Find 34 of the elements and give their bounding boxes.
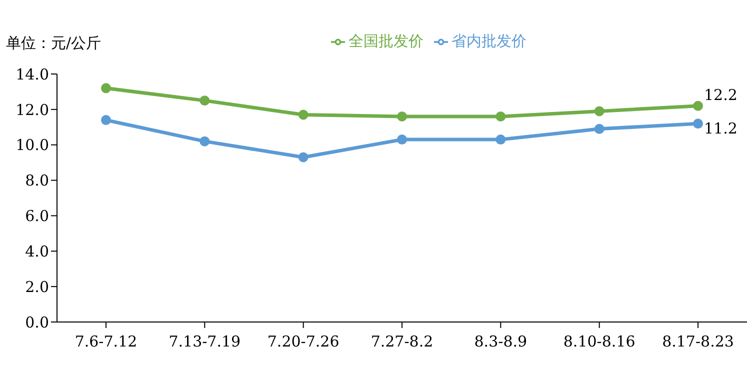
legend-label: 全国批发价 bbox=[348, 32, 424, 50]
x-tick-label: 7.13-7.19 bbox=[168, 332, 241, 351]
y-tick-label: 6.0 bbox=[25, 207, 49, 226]
data-label: 12.2 bbox=[704, 86, 738, 104]
x-tick-label: 8.10-8.16 bbox=[563, 332, 636, 351]
y-tick-label: 12.0 bbox=[16, 100, 49, 119]
y-tick-label: 8.0 bbox=[25, 172, 49, 190]
x-tick-label: 7.6-7.12 bbox=[74, 332, 138, 351]
point bbox=[298, 152, 308, 162]
point bbox=[693, 100, 703, 111]
point bbox=[101, 83, 111, 94]
data-label: 11.2 bbox=[704, 119, 738, 138]
point bbox=[693, 118, 703, 129]
point bbox=[496, 112, 506, 122]
y-tick-label: 10.0 bbox=[16, 136, 49, 154]
y-tick-label: 4.0 bbox=[25, 242, 49, 260]
point bbox=[594, 124, 604, 134]
x-tick-label: 7.20-7.26 bbox=[267, 332, 340, 351]
point bbox=[496, 134, 506, 145]
point bbox=[397, 134, 407, 145]
y-tick-label: 2.0 bbox=[25, 278, 49, 296]
point bbox=[101, 115, 111, 126]
y-axis-title: 单位：元/公斤 bbox=[6, 34, 102, 53]
point bbox=[200, 136, 210, 146]
legend-label: 省内批发价 bbox=[452, 32, 526, 50]
point bbox=[397, 112, 407, 122]
y-tick-label: 0.0 bbox=[25, 313, 49, 332]
x-tick-label: 8.17-8.23 bbox=[662, 332, 734, 351]
point bbox=[594, 106, 604, 116]
point bbox=[298, 110, 308, 120]
point bbox=[200, 96, 210, 106]
x-tick-label: 8.3-8.9 bbox=[474, 332, 528, 351]
x-tick-label: 7.27-8.2 bbox=[370, 332, 434, 351]
y-tick-label: 14.0 bbox=[16, 65, 49, 84]
